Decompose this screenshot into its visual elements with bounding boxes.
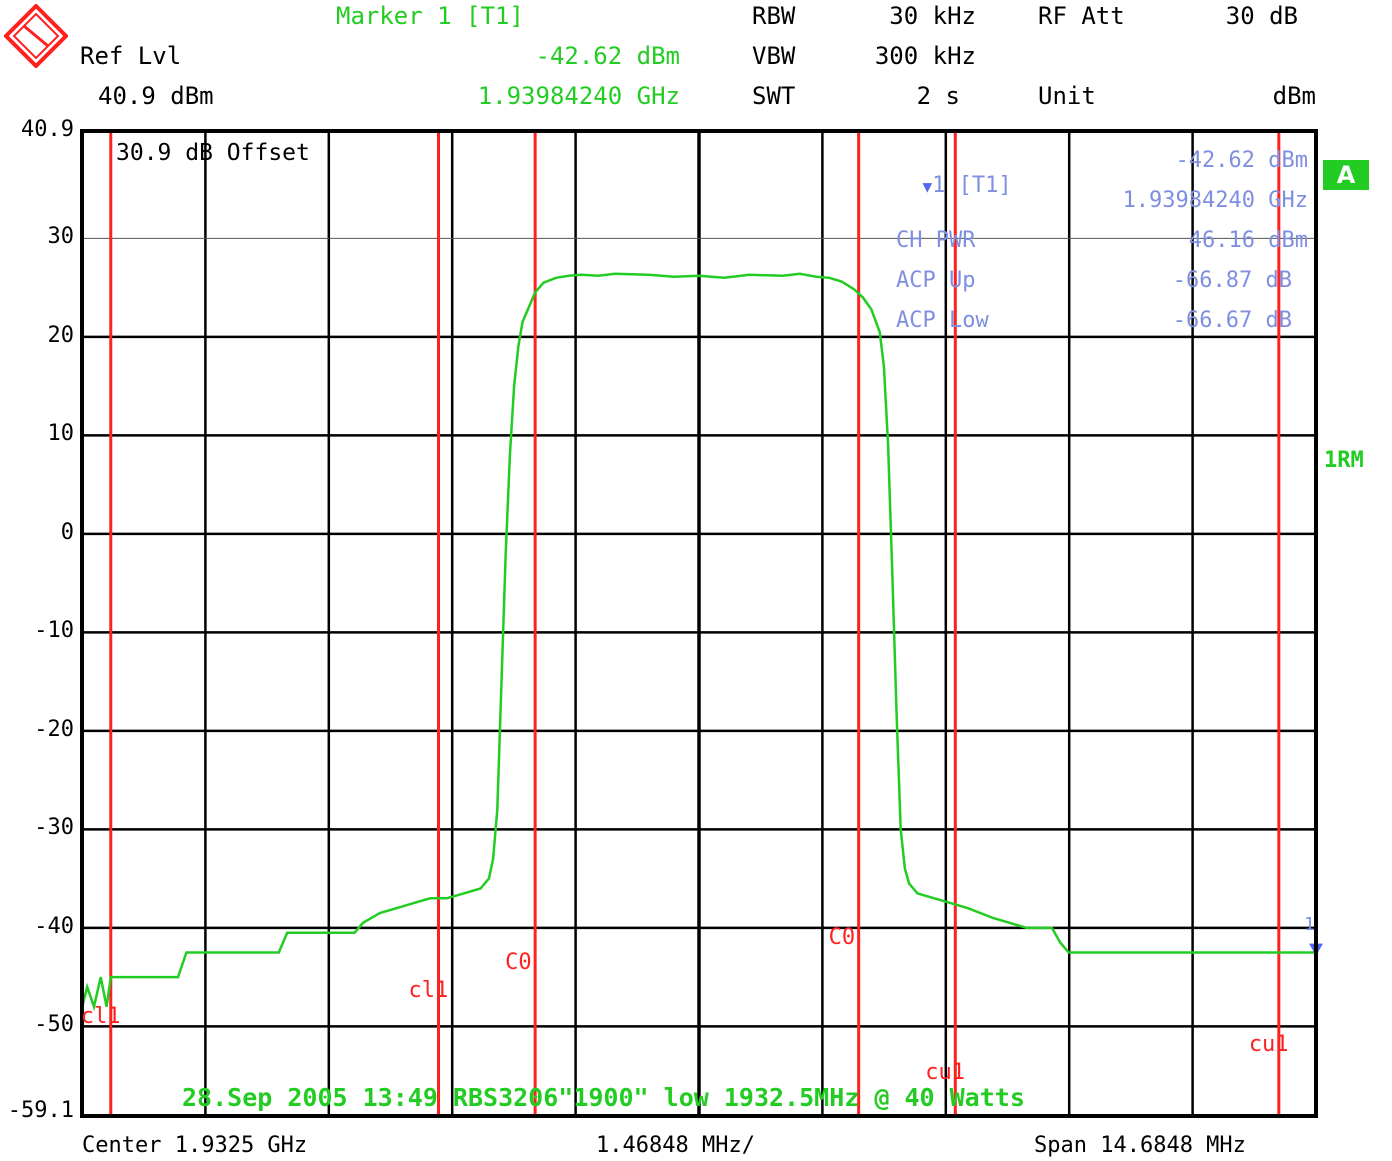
rbw-value: 30 kHz — [889, 2, 976, 30]
y-tick-label: 40.9 — [21, 117, 74, 142]
rbw-label: RBW — [752, 2, 796, 30]
y-tick-label: 20 — [47, 322, 75, 348]
acp-up-value: -66.87 dB — [1172, 268, 1292, 293]
marker-triangle-icon: ▼ — [922, 177, 933, 196]
span-frequency: Span 14.6848 MHz — [1034, 1133, 1246, 1158]
vbw-label: VBW — [752, 42, 796, 70]
y-tick-label: 10 — [47, 421, 75, 447]
y-tick-label: -10 — [34, 618, 74, 644]
unit-label: Unit — [1038, 82, 1096, 110]
trace-mode-label: 1RM — [1324, 448, 1364, 473]
y-tick-label: -50 — [34, 1012, 74, 1038]
swt-label: SWT — [752, 82, 796, 110]
y-tick-label: 0 — [60, 519, 74, 545]
date-annotation: 28.Sep 2005 13:49 RBS3206"1900" low 1932… — [182, 1083, 1025, 1112]
trace-a-badge: A — [1323, 160, 1369, 190]
ref-level-label: Ref Lvl — [80, 42, 182, 70]
ref-level-value: 40.9 dBm — [98, 82, 214, 110]
acp-up-label: ACP Up — [896, 268, 976, 293]
y-tick-label: -59.1 — [7, 1098, 74, 1123]
limit-line-label: cl1 — [80, 1004, 121, 1029]
marker-title: Marker 1 [T1] — [336, 2, 524, 30]
limit-line-label: C0 — [828, 925, 856, 950]
offset-text: 30.9 dB Offset — [116, 140, 310, 166]
limit-line-label: cl1 — [408, 978, 449, 1003]
limit-line-label: cu1 — [1248, 1032, 1289, 1057]
marker-symbol-label: 1 — [1304, 914, 1315, 935]
acp-low-label: ACP Low — [896, 308, 989, 333]
swt-value: 2 s — [916, 82, 960, 110]
ch-pwr-label: CH PWR — [896, 228, 976, 253]
rohde-schwarz-logo-icon — [4, 4, 68, 68]
marker-info-level: -42.62 dBm — [1175, 148, 1308, 173]
y-tick-label: -40 — [34, 913, 74, 939]
marker-info-frequency: 1.93984240 GHz — [1122, 188, 1308, 213]
limit-line-label: cu1 — [925, 1060, 966, 1085]
unit-value: dBm — [1272, 82, 1316, 110]
rf-att-label: RF Att — [1038, 2, 1125, 30]
vbw-value: 300 kHz — [874, 42, 976, 70]
y-tick-label: -20 — [34, 716, 74, 742]
marker-line-label: ▼1 [T1] — [896, 148, 1012, 198]
plot-frame — [80, 129, 1318, 1118]
acp-low-value: -66.67 dB — [1172, 308, 1292, 333]
limit-lines — [109, 131, 1281, 1116]
marker-level: -42.62 dBm — [535, 42, 681, 70]
center-frequency: Center 1.9325 GHz — [82, 1133, 308, 1158]
trace-line — [80, 272, 1316, 1012]
y-tick-label: 30 — [47, 224, 75, 250]
rf-att-value: 30 dB — [1225, 2, 1298, 30]
ch-pwr-value: 46.16 dBm — [1188, 228, 1308, 253]
marker-frequency: 1.93984240 GHz — [477, 82, 680, 110]
marker-line-label-text: 1 [T1] — [932, 173, 1012, 198]
per-division: 1.46848 MHz/ — [596, 1133, 755, 1158]
limit-line-label: C0 — [505, 950, 532, 975]
y-tick-label: -30 — [34, 815, 74, 841]
